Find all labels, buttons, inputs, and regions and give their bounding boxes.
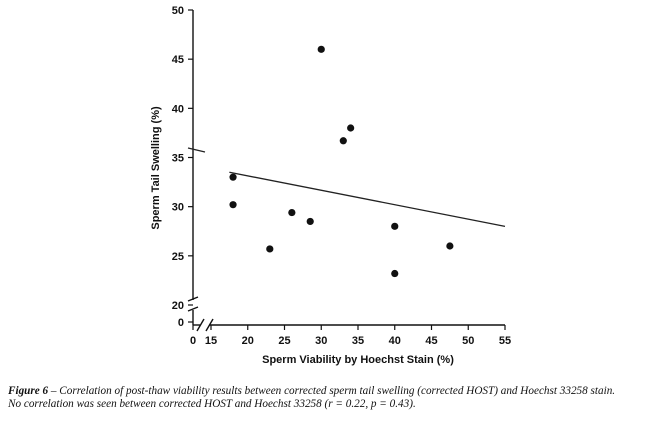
- y-axis-break-mark: [187, 306, 199, 312]
- data-point: [339, 137, 347, 145]
- x-tick-label: 55: [499, 335, 511, 347]
- x-tick-label: 50: [462, 335, 474, 347]
- trendline: [229, 171, 506, 227]
- data-point: [229, 173, 237, 181]
- y-tick-label: 35: [172, 153, 184, 165]
- axes: [187, 10, 505, 332]
- y-tick-label: 40: [172, 103, 184, 115]
- y-axis-break-mark: [187, 296, 199, 302]
- x-tick-label: 0: [190, 335, 196, 347]
- y-tick-label: 50: [172, 5, 184, 17]
- x-tick-label: 25: [278, 335, 290, 347]
- figure-label: Figure 6: [8, 385, 49, 397]
- x-tick-label: 20: [242, 335, 254, 347]
- caption-line-2: No correlation was seen between correcte…: [8, 398, 416, 410]
- data-point: [306, 217, 314, 226]
- y-tick-label: 30: [172, 202, 184, 214]
- caption-line-1: Figure 6 – Correlation of post-thaw viab…: [8, 385, 648, 398]
- x-tick-label: 15: [205, 335, 217, 347]
- data-point: [446, 242, 454, 250]
- ticks: 0 20 25 30 35 40 45 50 0 15 20 25 30 35 40 45 50 55: [172, 5, 511, 347]
- y-axis-label: Sperm Tail Swelling (%): [150, 106, 162, 230]
- data-point: [288, 208, 296, 217]
- x-axis-break-mark: [205, 318, 214, 332]
- x-tick-label: 30: [315, 335, 327, 347]
- figure-caption: Figure 6 – Correlation of post-thaw viab…: [8, 385, 648, 411]
- x-axis-break-mark: [196, 318, 205, 332]
- data-point: [266, 245, 274, 253]
- points-layer: [229, 45, 454, 278]
- trendline-layer: [187, 147, 506, 227]
- data-point: [347, 124, 355, 132]
- x-tick-label: 35: [352, 335, 364, 347]
- caption-text-1: – Correlation of post-thaw viability res…: [48, 385, 616, 397]
- data-point: [391, 269, 399, 278]
- data-point: [229, 201, 237, 209]
- y-tick-label: 0: [178, 317, 184, 329]
- x-axis-label: Sperm Viability by Hoechst Stain (%): [262, 354, 454, 366]
- x-tick-label: 40: [389, 335, 401, 347]
- data-point: [317, 45, 325, 53]
- y-tick-label: 45: [172, 54, 184, 66]
- data-point: [391, 222, 399, 230]
- y-tick-label: 20: [172, 300, 184, 312]
- trendline-stub: [187, 147, 206, 153]
- y-tick-label: 25: [172, 251, 184, 263]
- x-tick-label: 45: [425, 335, 437, 347]
- scatter-chart: 0 20 25 30 35 40 45 50 0 15 20 25 30 35 40 45 50 55 Sperm…: [150, 5, 511, 366]
